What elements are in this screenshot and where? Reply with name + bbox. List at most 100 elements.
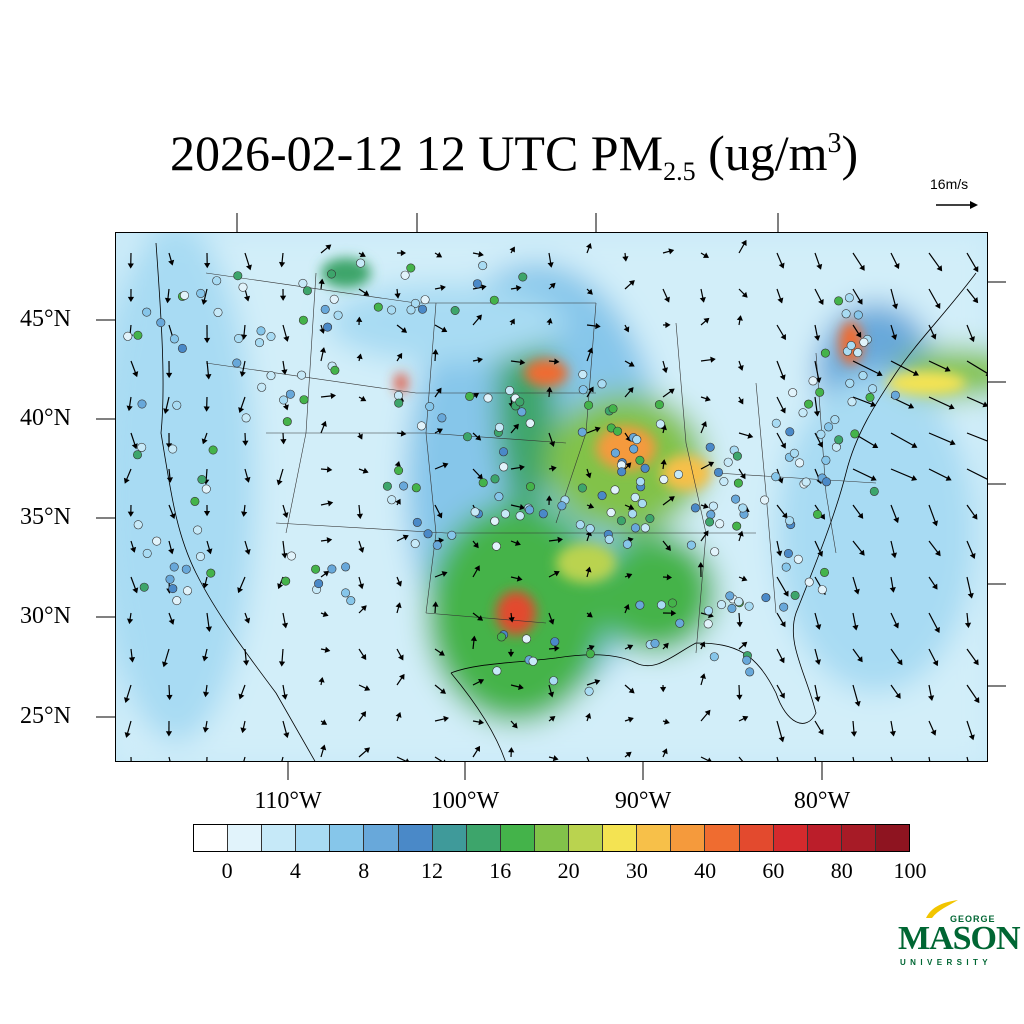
station-marker (190, 496, 200, 506)
wind-vector-head (440, 284, 446, 291)
station-marker (549, 676, 559, 686)
station-marker (156, 318, 166, 328)
wind-vector-head (971, 513, 978, 520)
wind-vector (966, 756, 969, 761)
wind-vector-head (889, 587, 896, 593)
wind-vector-head (893, 622, 899, 629)
station-marker (490, 516, 500, 526)
wind-vector-head (363, 290, 370, 296)
wind-vector-head (324, 646, 331, 653)
wind-vector-head (945, 475, 952, 481)
station-marker (498, 447, 508, 457)
wind-vector-head (276, 479, 283, 486)
station-marker (713, 467, 723, 477)
wind-vector-head (816, 263, 823, 270)
station-marker (256, 326, 266, 336)
wind-vector-head (321, 719, 328, 725)
lon-label-100w: 100°W (430, 788, 500, 814)
station-marker (771, 472, 781, 482)
wind-vector-head (546, 386, 553, 393)
wind-vector-head (625, 462, 632, 469)
wind-vector-head (130, 546, 137, 553)
wind-vector-head (438, 650, 445, 656)
station-marker (255, 338, 265, 348)
station-marker (373, 302, 383, 312)
wind-vector-head (870, 401, 877, 407)
wind-vector-head (513, 423, 519, 430)
wind-vector-head (737, 530, 744, 537)
station-marker (490, 474, 500, 484)
wind-vector-head (703, 502, 709, 509)
station-marker (470, 507, 480, 517)
station-marker (630, 492, 640, 502)
wind-vector-head (516, 575, 523, 582)
station-marker (327, 564, 337, 574)
station-marker (781, 562, 791, 572)
colorbar-label: 80 (830, 858, 853, 883)
station-marker (640, 523, 650, 533)
station-marker (206, 568, 216, 578)
station-marker (613, 426, 623, 436)
wind-vector-head (585, 566, 592, 573)
wind-vector-head (441, 326, 448, 333)
station-marker (302, 286, 312, 296)
wind-vector-head (356, 353, 363, 360)
wind-vector (243, 756, 246, 761)
wind-vector-head (664, 296, 670, 303)
station-marker (890, 390, 900, 400)
wind-vector-head (588, 644, 595, 651)
wind-vector-head (202, 582, 209, 589)
wind-vector-head (278, 661, 286, 667)
wind-vector-head (395, 602, 402, 609)
wind-vector-head (853, 588, 860, 595)
wind-vector-head (948, 403, 955, 410)
station-marker (808, 376, 818, 386)
station-marker (314, 579, 324, 589)
wind-vector-head (127, 511, 134, 517)
wind-vector-head (326, 537, 333, 544)
wind-vector-head (395, 498, 401, 505)
wind-vector-head (203, 510, 211, 517)
wind-vector (852, 468, 876, 481)
wind-vector-head (964, 622, 972, 629)
station-marker (732, 521, 742, 531)
station-marker (183, 586, 193, 596)
wind-vector-head (358, 583, 365, 590)
station-marker (608, 404, 618, 414)
station-marker (675, 618, 685, 628)
station-marker (656, 600, 666, 610)
station-marker (575, 520, 585, 530)
wind-vector-head (586, 288, 593, 295)
wind-vector-head (742, 715, 749, 722)
station-marker (152, 536, 162, 546)
wind-vector-head (127, 296, 135, 303)
wind-vector-head (473, 392, 480, 399)
station-marker (525, 505, 535, 515)
wind-vector-head (628, 361, 635, 367)
station-marker (705, 442, 715, 452)
wind-vector (928, 756, 931, 761)
wind-vector-head (588, 502, 595, 509)
colorbar-swatch-1 (228, 825, 263, 851)
wind-vector (890, 468, 917, 481)
station-marker (847, 397, 857, 407)
wind-vector-head (857, 656, 863, 663)
station-marker (411, 483, 421, 493)
wind-vectors (123, 239, 987, 761)
wind-vector-head (474, 745, 481, 752)
wind-vector-head (628, 687, 635, 694)
station-marker (578, 370, 588, 380)
wind-vector-head (281, 694, 288, 700)
station-marker (812, 509, 822, 519)
station-marker (180, 290, 190, 300)
wind-vector-head (737, 364, 744, 371)
wind-vector-head (356, 316, 363, 322)
coastlines (155, 242, 977, 761)
station-marker (550, 637, 560, 647)
wind-vector-head (813, 410, 821, 417)
station-marker (703, 606, 713, 616)
wind-vector-head (819, 513, 825, 520)
wind-vector-head (508, 747, 515, 753)
wind-vector-head (668, 496, 675, 502)
wind-vector-head (708, 461, 715, 468)
